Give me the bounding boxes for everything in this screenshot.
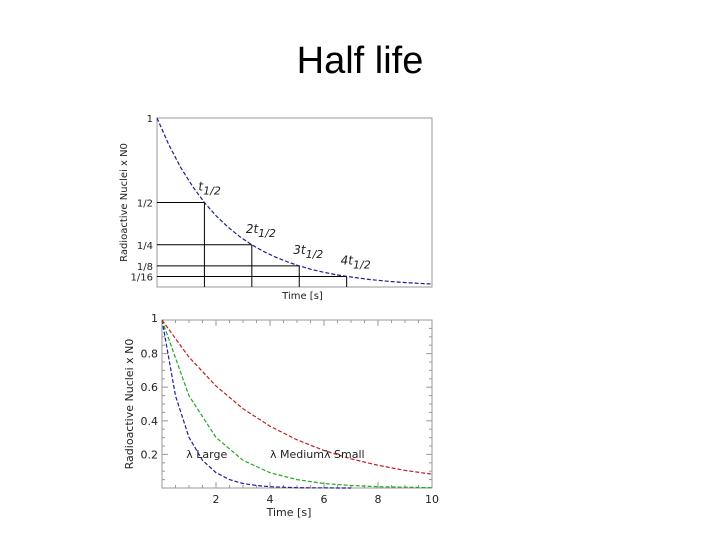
x-tick-label: 10 bbox=[425, 493, 439, 506]
y-axis-label: Radioactive Nuclei x N0 bbox=[119, 143, 130, 262]
half-life-annotation: 2t1/2 bbox=[246, 222, 276, 240]
y-tick-label: 1/2 bbox=[137, 199, 153, 210]
decay-curve-2 bbox=[161, 319, 433, 475]
y-tick-label: 1/8 bbox=[137, 262, 153, 273]
decay-curve-0 bbox=[161, 319, 351, 489]
decay-constant-chart: 2 4 6 8 10 1 0.8 0.6 0.4 0.2 λ Large λ Medium λ Smal… bbox=[123, 312, 439, 519]
y-tick-label: 0.6 bbox=[141, 381, 159, 394]
half-life-annotation: 3t1/2 bbox=[293, 243, 323, 261]
x-axis-label: Time [s] bbox=[266, 506, 312, 519]
y-tick-label: 1 bbox=[147, 114, 153, 125]
decay-curve bbox=[156, 117, 433, 285]
x-tick-label: 8 bbox=[375, 493, 382, 506]
y-axis-label: Radioactive Nuclei x N0 bbox=[123, 339, 136, 470]
x-tick-label: 2 bbox=[213, 493, 220, 506]
y-tick-label: 1 bbox=[151, 312, 158, 325]
y-tick-label: 0.8 bbox=[141, 348, 159, 361]
plot-frame bbox=[161, 319, 433, 489]
series-label: λ Small bbox=[324, 448, 365, 461]
y-tick-label: 1/4 bbox=[137, 241, 153, 252]
y-tick-label: 1/16 bbox=[131, 272, 153, 283]
series-label: λ Medium bbox=[270, 448, 324, 461]
x-tick-label: 6 bbox=[321, 493, 328, 506]
half-life-annotation: 4t1/2 bbox=[341, 253, 371, 271]
series-label: λ Large bbox=[186, 448, 227, 461]
x-tick-label: 4 bbox=[267, 493, 274, 506]
x-axis-label: Time [s] bbox=[281, 291, 323, 302]
y-tick-label: 0.4 bbox=[141, 415, 159, 428]
half-life-chart: 1 1/2 1/4 1/81/16 t1/2 2t1/2 3t1/2 4t1/2 Time [s… bbox=[119, 114, 433, 302]
decay-curve-1 bbox=[161, 319, 433, 489]
half-life-annotation: t1/2 bbox=[198, 180, 220, 198]
y-tick-label: 0.2 bbox=[141, 448, 159, 461]
slide-title: Half life bbox=[296, 40, 424, 82]
